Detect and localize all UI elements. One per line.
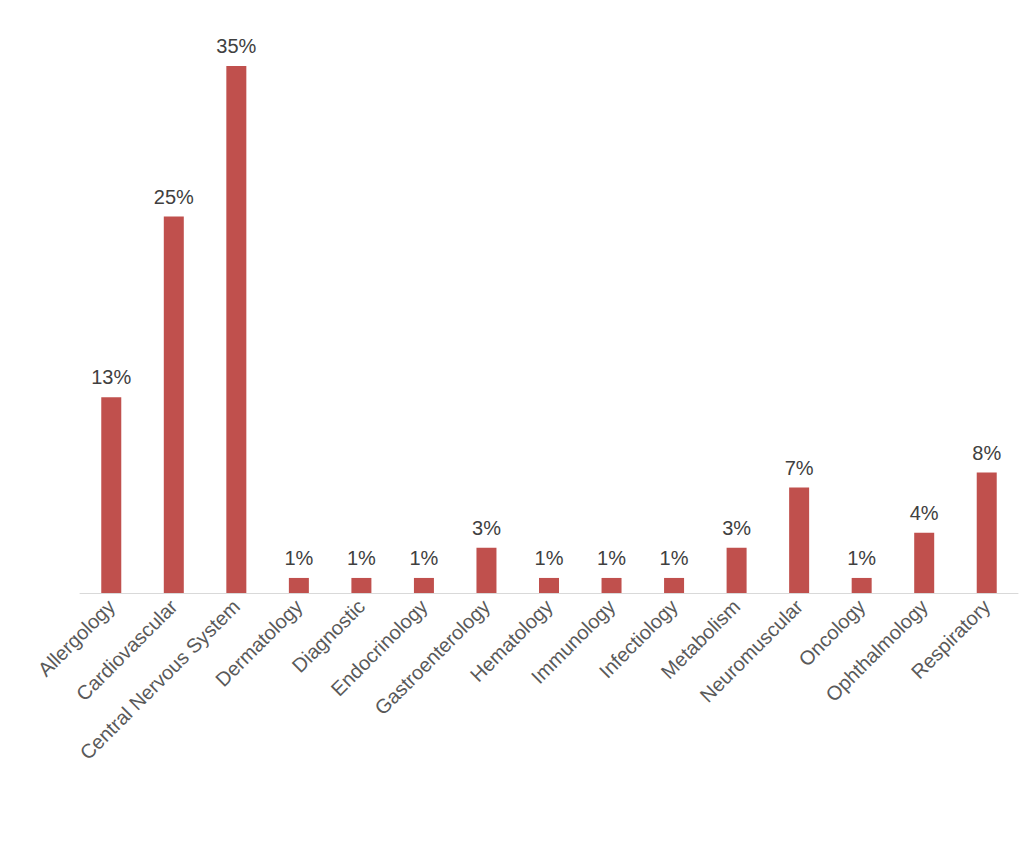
svg-text:25%: 25% [154,186,194,208]
svg-text:8%: 8% [972,442,1001,464]
svg-text:Neuromuscular: Neuromuscular [696,595,808,707]
svg-text:Oncology: Oncology [794,595,870,671]
svg-text:1%: 1% [409,547,438,569]
svg-text:13%: 13% [91,366,131,388]
svg-text:Ophthalmology: Ophthalmology [821,595,932,706]
svg-text:1%: 1% [284,547,313,569]
svg-text:Infectiology: Infectiology [594,595,682,683]
svg-text:4%: 4% [910,502,939,524]
svg-text:Endocrinology: Endocrinology [326,595,432,701]
svg-text:Immunology: Immunology [526,595,620,688]
svg-text:Metabolism: Metabolism [656,595,745,683]
svg-text:Dermatology: Dermatology [211,595,307,691]
svg-text:3%: 3% [472,517,501,539]
svg-text:1%: 1% [347,547,376,569]
svg-text:Gastroenterology: Gastroenterology [370,595,494,719]
svg-text:Diagnostic: Diagnostic [287,595,370,677]
svg-text:Respiratory: Respiratory [907,595,995,683]
svg-text:1%: 1% [535,547,564,569]
svg-text:Central Nervous System: Central Nervous System [75,595,245,764]
svg-text:35%: 35% [216,35,256,57]
svg-text:3%: 3% [722,517,751,539]
svg-text:Hematology: Hematology [465,595,557,687]
svg-text:1%: 1% [660,547,689,569]
svg-text:7%: 7% [785,457,814,479]
svg-text:1%: 1% [597,547,626,569]
svg-text:Allergology: Allergology [33,595,119,681]
svg-text:Cardiovascular: Cardiovascular [71,595,182,705]
svg-text:1%: 1% [847,547,876,569]
